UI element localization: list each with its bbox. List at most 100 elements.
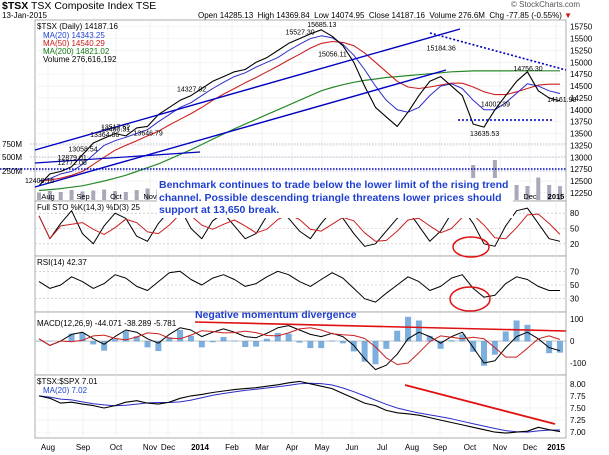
macd-histogram-bar bbox=[415, 320, 422, 342]
macd-histogram-bar bbox=[68, 333, 75, 342]
price-point-label: 14327.02 bbox=[177, 86, 206, 93]
macd-histogram-bar bbox=[36, 341, 42, 342]
macd-histogram-bar bbox=[296, 341, 303, 343]
price-point-label: 14002.39 bbox=[481, 102, 510, 109]
index-name: TSX Composite Index bbox=[31, 0, 134, 12]
volume-bar bbox=[145, 188, 150, 200]
ratio-tick-label: 7.50 bbox=[570, 404, 586, 413]
high-value: High 14369.84 bbox=[257, 11, 310, 20]
macd-histogram-bar bbox=[231, 340, 238, 342]
ratio-ma-line bbox=[38, 382, 561, 433]
price-point-label: 15184.36 bbox=[427, 46, 456, 53]
price-tick-label: 14500 bbox=[570, 82, 593, 91]
month-tick-label: Dec bbox=[523, 443, 537, 452]
price-tick-label: 13500 bbox=[570, 130, 593, 139]
price-month-label: Dec bbox=[523, 192, 537, 201]
rsi-tick-label: 50 bbox=[570, 281, 579, 290]
volume-bar bbox=[514, 185, 519, 200]
low-value: Low 14074.95 bbox=[314, 11, 365, 20]
rsi-line bbox=[38, 270, 560, 303]
macd-histogram-bar bbox=[481, 341, 488, 366]
macd-histogram-bar bbox=[329, 340, 336, 342]
volume-bar bbox=[91, 190, 96, 200]
macd-histogram-bar bbox=[459, 334, 466, 342]
volume-value: Volume 276.6M bbox=[429, 11, 485, 20]
month-tick-label: Oct bbox=[464, 443, 477, 452]
ratio-tick-label: 7.75 bbox=[570, 392, 586, 401]
price-tick-label: 12500 bbox=[570, 177, 593, 186]
macd-divergence-line bbox=[194, 321, 567, 332]
month-tick-label: Dec bbox=[161, 443, 175, 452]
month-tick-label: Sep bbox=[433, 443, 448, 452]
volume-bar bbox=[47, 191, 52, 200]
price-month-label: Sep bbox=[76, 192, 89, 201]
price-tick-label: 14000 bbox=[570, 106, 593, 115]
volume-bar bbox=[102, 189, 107, 200]
macd-panel-frame bbox=[34, 311, 567, 376]
macd-histogram-bar bbox=[101, 341, 108, 351]
macd-line bbox=[38, 325, 561, 371]
macd-histogram-bar bbox=[361, 341, 368, 362]
ohlc-row: Open 14285.13 High 14369.84 Low 14074.95… bbox=[198, 11, 572, 20]
price-point-label: 12772.06 bbox=[58, 160, 87, 167]
macd-histogram-bar bbox=[198, 341, 205, 348]
price-panel-frame bbox=[34, 19, 567, 202]
macd-histogram-bar bbox=[46, 341, 53, 342]
macd-histogram-bar bbox=[133, 336, 140, 342]
exchange: TSE bbox=[135, 0, 157, 12]
divergence-label: Negative momentum divergence bbox=[195, 309, 357, 321]
macd-signal-line bbox=[38, 327, 561, 365]
price-point-label: 15056.11 bbox=[318, 52, 347, 59]
macd-histogram-bar bbox=[307, 341, 314, 349]
trend-channel-lower bbox=[34, 69, 447, 188]
ratio-ma-label: MA(20) 7.02 bbox=[43, 386, 88, 395]
macd-histogram-bar bbox=[166, 337, 173, 342]
ratio-panel-frame bbox=[34, 374, 567, 439]
price-month-label: Aug bbox=[41, 192, 54, 201]
month-tick-label: Jun bbox=[346, 443, 359, 452]
price-point-label: 15685.13 bbox=[307, 22, 336, 29]
ratio-line bbox=[38, 380, 561, 434]
price-point-label: 15527.30 bbox=[286, 29, 315, 36]
sto-k-line bbox=[38, 207, 561, 247]
price-point-label: 14161.98 bbox=[547, 97, 576, 104]
ma200-line bbox=[38, 70, 560, 192]
sto-tick-label: 20 bbox=[570, 240, 579, 249]
macd-histogram-bar bbox=[155, 341, 162, 352]
legend-main: $TSX (Daily) 14187.16 bbox=[37, 22, 118, 31]
month-tick-label: Jul bbox=[377, 443, 387, 452]
trend-channel-upper bbox=[34, 28, 461, 151]
price-line bbox=[38, 29, 561, 187]
price-tick-label: 13250 bbox=[570, 141, 593, 150]
drawn-annotations bbox=[0, 28, 567, 425]
price-tick-label: 15750 bbox=[570, 23, 593, 32]
macd-tick-label: 100 bbox=[570, 315, 584, 324]
macd-tick-label: -100 bbox=[570, 359, 587, 368]
price-point-label: 13058.54 bbox=[68, 147, 97, 154]
volume-bar bbox=[134, 190, 139, 200]
price-point-label: 14756.30 bbox=[513, 66, 542, 73]
ratio-tick-label: 7.00 bbox=[570, 428, 586, 437]
ratio-tick-label: 7.25 bbox=[570, 416, 586, 425]
rsi-circle bbox=[449, 286, 491, 312]
price-point-label: 13480.31 bbox=[101, 126, 130, 133]
legend-ma50: MA(50) 14540.29 bbox=[43, 39, 105, 48]
month-tick-label: Apr bbox=[286, 443, 299, 452]
descending-resistance bbox=[429, 32, 567, 71]
price-point-label: 13364.86 bbox=[90, 132, 119, 139]
month-tick-label: Nov bbox=[493, 443, 507, 452]
macd-histogram-bar bbox=[209, 341, 216, 343]
rsi-label: RSI(14) 42.37 bbox=[37, 258, 87, 267]
volume-bar bbox=[112, 191, 117, 200]
price-tick-label: 12750 bbox=[570, 165, 593, 174]
macd-histogram-bar bbox=[339, 341, 346, 344]
ratio-label: $TSX:$SPX 7.01 bbox=[37, 377, 98, 386]
axis-labels: Aug Sep Oct Nov Dec 2014 Feb Mar Apr May Jun Jul Aug… bbox=[2, 22, 593, 452]
macd-histogram-bar bbox=[557, 341, 563, 353]
volume-bar bbox=[58, 192, 63, 200]
volume-bar bbox=[558, 186, 562, 200]
legend-ma200: MA(200) 14821.02 bbox=[43, 47, 110, 56]
volume-bar bbox=[123, 192, 128, 200]
ma20-line bbox=[38, 35, 561, 182]
